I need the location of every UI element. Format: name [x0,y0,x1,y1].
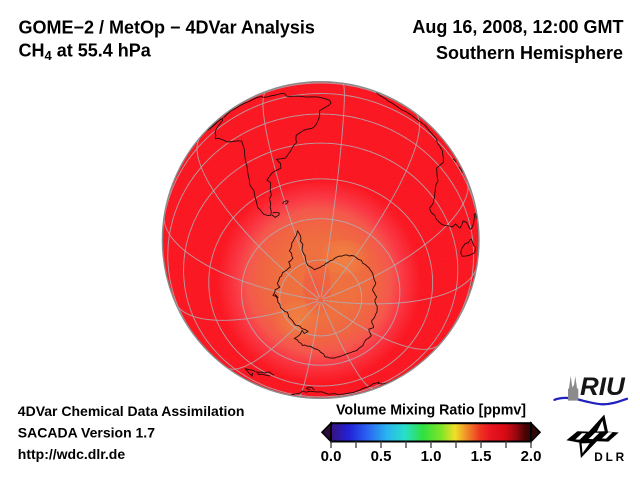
svg-text:Southern Hemisphere: Southern Hemisphere [436,43,623,63]
svg-text:0.0: 0.0 [321,448,342,465]
svg-text:4DVar Chemical Data Assimilati: 4DVar Chemical Data Assimilation [18,403,245,419]
svg-text:GOME−2 / MetOp − 4DVar Analysi: GOME−2 / MetOp − 4DVar Analysis [19,17,315,37]
svg-text:1.5: 1.5 [471,448,492,465]
svg-text:0.5: 0.5 [371,448,392,465]
svg-text:Volume Mixing Ratio [ppmv]: Volume Mixing Ratio [ppmv] [336,402,526,418]
svg-text:http://wdc.dlr.de: http://wdc.dlr.de [18,446,126,462]
svg-text:Aug 16, 2008, 12:00 GMT: Aug 16, 2008, 12:00 GMT [412,17,623,37]
svg-text:CH4 at 55.4 hPa: CH4 at 55.4 hPa [19,41,152,64]
svg-text:RIU: RIU [580,373,626,401]
svg-text:1.0: 1.0 [421,448,442,465]
svg-text:DLR: DLR [594,450,627,464]
svg-text:SACADA Version 1.7: SACADA Version 1.7 [18,424,155,440]
svg-text:2.0: 2.0 [521,448,542,465]
